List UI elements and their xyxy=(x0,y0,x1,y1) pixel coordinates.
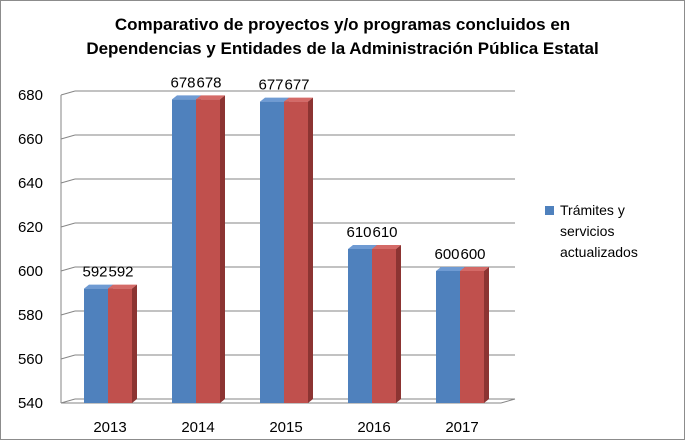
x-tick-label: 2014 xyxy=(181,419,214,436)
legend-label: Trámites y servicios actualizados xyxy=(560,202,638,260)
bar-2017-s2 xyxy=(460,271,484,403)
bar-top xyxy=(460,267,489,271)
bar-2013-s2 xyxy=(108,288,132,403)
bar-top xyxy=(348,245,377,249)
bar-top xyxy=(260,97,289,102)
bar-2015-s2 xyxy=(284,101,308,403)
data-label: 600 xyxy=(434,246,459,263)
x-tick-label: 2017 xyxy=(445,419,478,436)
legend-swatch xyxy=(545,206,554,215)
bar-2014-s1 xyxy=(172,99,196,404)
bar-2013-s1 xyxy=(84,288,108,403)
y-tick-label: 540 xyxy=(18,395,43,412)
bar-side xyxy=(220,95,225,404)
y-tick-label: 640 xyxy=(18,175,43,192)
bar-side xyxy=(396,245,401,403)
bar-side xyxy=(308,97,313,403)
bar-2017-s1 xyxy=(436,271,460,403)
gridline-side xyxy=(60,398,76,404)
bar-top xyxy=(372,245,401,249)
data-label: 678 xyxy=(170,74,195,91)
x-tick-label: 2015 xyxy=(269,419,302,436)
bar-2014-s2 xyxy=(196,99,220,404)
chart-title-line-1: Comparativo de proyectos y/o programas c… xyxy=(114,15,571,34)
y-tick-label: 660 xyxy=(18,131,43,148)
y-tick-label: 680 xyxy=(18,87,43,104)
bar-top xyxy=(172,95,201,100)
x-tick-label: 2013 xyxy=(93,419,126,436)
bar-top xyxy=(108,284,137,289)
y-tick-label: 580 xyxy=(18,307,43,324)
bar-side xyxy=(484,267,489,403)
data-label: 678 xyxy=(196,74,221,91)
chart-title-line-2: Dependencias y Entidades de la Administr… xyxy=(86,39,599,58)
gridline-side xyxy=(60,178,76,184)
legend: Trámites y servicios actualizados xyxy=(545,200,680,263)
data-label: 677 xyxy=(258,77,283,94)
y-tick-label: 560 xyxy=(18,351,43,368)
y-tick-label: 600 xyxy=(18,263,43,280)
bar-top xyxy=(196,95,225,100)
bar-top xyxy=(436,267,465,271)
bar-top xyxy=(84,284,113,289)
data-label: 610 xyxy=(372,224,397,241)
gridline-side xyxy=(60,310,76,316)
gridline-side xyxy=(60,222,76,228)
data-label: 610 xyxy=(346,224,371,241)
gridline-side xyxy=(60,354,76,360)
gridline-side xyxy=(60,134,76,140)
bar-2015-s1 xyxy=(260,101,284,403)
bar-2016-s2 xyxy=(372,249,396,403)
floor-edge xyxy=(500,398,516,404)
gridline-side xyxy=(60,266,76,272)
data-label: 592 xyxy=(82,264,107,281)
data-label: 677 xyxy=(284,77,309,94)
data-label: 600 xyxy=(460,246,485,263)
gridline-side xyxy=(60,90,76,96)
bar-side xyxy=(132,284,137,403)
data-label: 592 xyxy=(108,264,133,281)
chart-title: Comparativo de proyectos y/o programas c… xyxy=(1,13,684,61)
y-tick-label: 620 xyxy=(18,219,43,236)
bar-top xyxy=(284,97,313,102)
bar-2016-s1 xyxy=(348,249,372,403)
x-tick-label: 2016 xyxy=(357,419,390,436)
